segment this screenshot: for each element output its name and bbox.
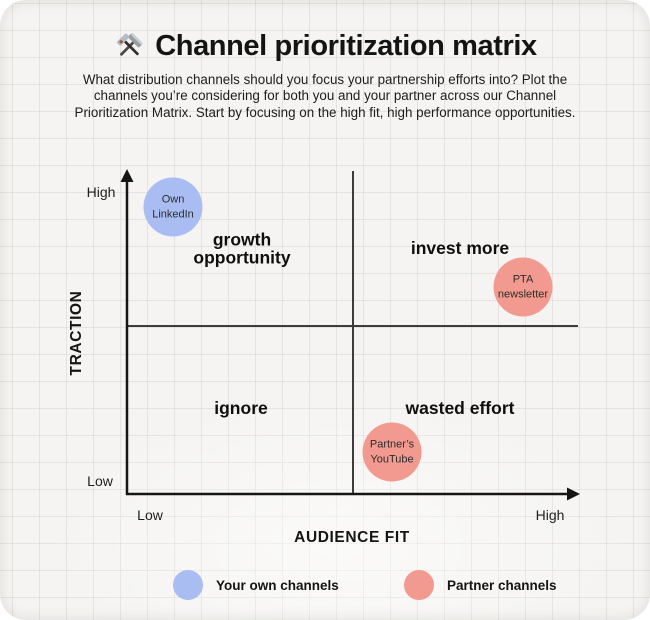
legend-item-partner-channels: Partner channels bbox=[404, 570, 557, 600]
quadrant-label-invest-more: invest more bbox=[410, 237, 510, 258]
legend-label-partner-channels: Partner channels bbox=[447, 577, 557, 593]
subtitle: What distribution channels should you fo… bbox=[74, 72, 576, 120]
page-title-text: Channel prioritization matrix bbox=[155, 30, 537, 62]
channel-bubble-label: PTA newsletter bbox=[497, 273, 549, 300]
partner-channels-swatch bbox=[404, 570, 434, 600]
channel-bubble-own-linkedin[interactable]: Own LinkedIn bbox=[143, 177, 203, 237]
quadrant-label-growth-opportunity: growth opportunity bbox=[193, 229, 291, 268]
quadrant-label-ignore: ignore bbox=[214, 397, 268, 418]
x-axis-high-label: High bbox=[535, 507, 565, 523]
channel-bubble-pta-newsletter[interactable]: PTA newsletter bbox=[493, 257, 553, 317]
legend-item-own-channels: Your own channels bbox=[173, 570, 339, 600]
x-axis-title: AUDIENCE FIT bbox=[294, 529, 410, 546]
y-axis-high-label: High bbox=[86, 184, 116, 200]
y-axis-low-label: Low bbox=[87, 473, 113, 489]
legend-label-own-channels: Your own channels bbox=[216, 577, 339, 593]
x-axis-low-label: Low bbox=[137, 507, 163, 523]
page-title: Channel prioritization matrix bbox=[0, 30, 650, 63]
channel-bubble-label: Partner’s YouTube bbox=[369, 438, 415, 465]
quadrant-label-wasted-effort: wasted effort bbox=[405, 397, 515, 418]
y-axis-title: TRACTION bbox=[68, 290, 85, 376]
own-channels-swatch bbox=[173, 570, 203, 600]
channel-bubble-partners-youtube[interactable]: Partner’s YouTube bbox=[362, 422, 422, 482]
crossed-hammers-icon bbox=[113, 32, 146, 62]
channel-bubble-label: Own LinkedIn bbox=[152, 193, 194, 220]
header: Channel prioritization matrix What distr… bbox=[0, 0, 650, 121]
